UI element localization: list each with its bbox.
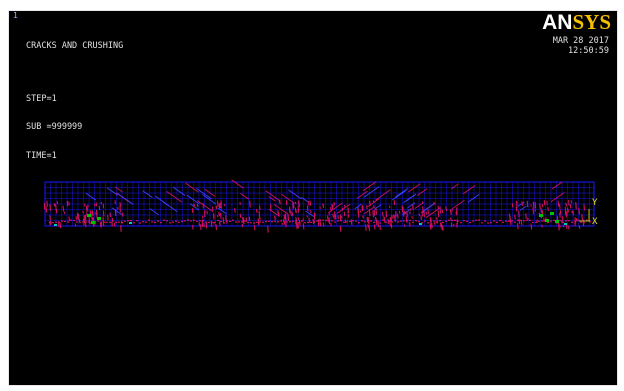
- date-time: MAR 28 2017 12:50:59: [552, 36, 609, 56]
- beam-plot: Y X: [43, 179, 598, 233]
- crack-markers: [43, 199, 591, 233]
- window-number: 1: [13, 11, 18, 20]
- plot-title: CRACKS AND CRUSHING: [26, 41, 124, 51]
- plot-info: CRACKS AND CRUSHING STEP=1 SUB =999999 T…: [26, 23, 123, 180]
- ansys-logo: ANSYS: [542, 10, 611, 34]
- step-label: STEP=1: [26, 93, 57, 104]
- finite-element-mesh: [44, 181, 595, 227]
- crushing-markers: [54, 212, 567, 226]
- sub-label: SUB =999999: [26, 122, 83, 132]
- time-label: TIME=1: [26, 150, 57, 161]
- crack-pattern-lines: [85, 179, 565, 219]
- coordinate-triad: Y X: [579, 198, 598, 227]
- time-of-day-label: 12:50:59: [568, 45, 609, 56]
- graphics-viewport[interactable]: 1 CRACKS AND CRUSHING STEP=1 SUB =999999…: [8, 10, 618, 386]
- y-axis-label: Y: [592, 198, 598, 208]
- date-label: MAR 28 2017: [552, 36, 609, 46]
- x-axis-label: X: [592, 217, 598, 227]
